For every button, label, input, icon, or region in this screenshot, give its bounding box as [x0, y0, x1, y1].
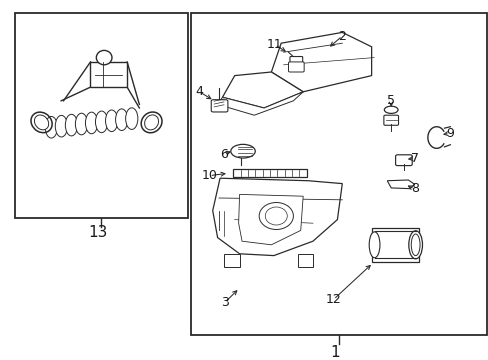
Polygon shape: [386, 180, 414, 189]
Text: 8: 8: [410, 183, 418, 195]
Ellipse shape: [230, 144, 255, 158]
Bar: [90, 62, 127, 87]
Ellipse shape: [368, 232, 379, 258]
Bar: [15, 13, 188, 218]
Ellipse shape: [384, 106, 397, 113]
Ellipse shape: [408, 231, 422, 259]
FancyBboxPatch shape: [289, 57, 302, 64]
Text: 11: 11: [266, 38, 282, 51]
Polygon shape: [238, 194, 303, 245]
Text: 9: 9: [445, 127, 453, 140]
FancyBboxPatch shape: [395, 155, 411, 166]
Ellipse shape: [259, 202, 293, 230]
Polygon shape: [224, 254, 239, 267]
Text: 5: 5: [386, 94, 394, 107]
Ellipse shape: [65, 114, 78, 136]
Ellipse shape: [95, 111, 107, 133]
Ellipse shape: [55, 115, 67, 137]
FancyBboxPatch shape: [383, 115, 398, 125]
Ellipse shape: [34, 115, 49, 130]
Text: 7: 7: [410, 152, 418, 165]
Text: 1: 1: [329, 345, 339, 360]
Ellipse shape: [125, 108, 138, 130]
Ellipse shape: [75, 113, 87, 135]
Text: 12: 12: [325, 293, 341, 306]
FancyBboxPatch shape: [211, 100, 227, 112]
Bar: [371, 228, 418, 262]
Bar: [190, 13, 486, 335]
Text: 10: 10: [201, 169, 217, 182]
Ellipse shape: [105, 110, 118, 132]
Polygon shape: [222, 72, 303, 108]
Text: 2: 2: [338, 30, 346, 42]
Polygon shape: [298, 254, 312, 267]
Text: 13: 13: [88, 225, 107, 240]
Text: 4: 4: [195, 85, 203, 98]
Polygon shape: [212, 178, 342, 256]
Ellipse shape: [96, 50, 112, 65]
Ellipse shape: [144, 115, 158, 130]
Polygon shape: [271, 32, 371, 92]
Polygon shape: [217, 92, 303, 115]
Ellipse shape: [45, 116, 58, 138]
Ellipse shape: [115, 109, 127, 131]
Ellipse shape: [85, 112, 98, 134]
Bar: [233, 169, 306, 177]
FancyBboxPatch shape: [288, 62, 304, 72]
Text: 6: 6: [220, 148, 227, 161]
Text: 3: 3: [221, 296, 228, 309]
